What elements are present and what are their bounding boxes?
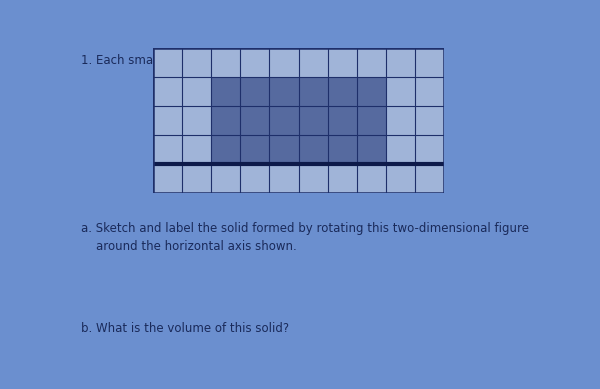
Text: 1. Each small square represents 1 square centimeter.: 1. Each small square represents 1 square… xyxy=(80,54,397,67)
Text: around the horizontal axis shown.: around the horizontal axis shown. xyxy=(80,240,296,253)
Text: a. Sketch and label the solid formed by rotating this two-dimensional figure: a. Sketch and label the solid formed by … xyxy=(80,222,529,235)
Text: b. What is the volume of this solid?: b. What is the volume of this solid? xyxy=(80,322,289,335)
Bar xyxy=(211,77,386,164)
